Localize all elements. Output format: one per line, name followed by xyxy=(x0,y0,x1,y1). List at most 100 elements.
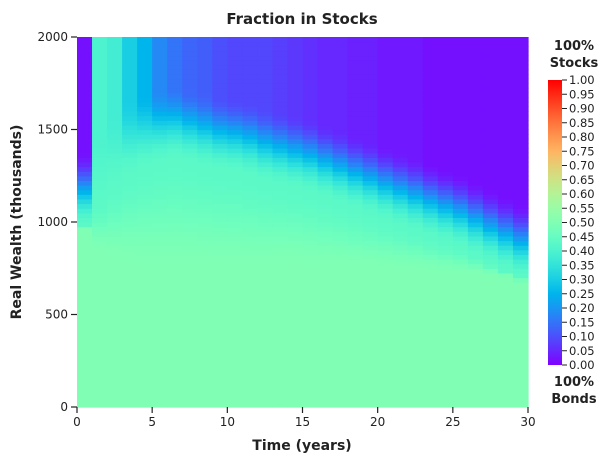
heatmap-cell xyxy=(227,305,243,311)
heatmap-cell xyxy=(362,161,379,168)
heatmap-cell xyxy=(92,111,108,117)
heatmap-cell xyxy=(437,115,454,121)
heatmap-cell xyxy=(452,374,469,380)
heatmap-cell xyxy=(392,115,409,121)
heatmap-cell xyxy=(467,175,484,181)
heatmap-cell xyxy=(497,323,514,329)
heatmap-cell xyxy=(452,115,469,121)
heatmap-cell xyxy=(272,314,289,320)
heatmap-cell xyxy=(302,212,319,218)
heatmap-cell xyxy=(92,208,108,214)
heatmap-cell xyxy=(422,83,439,89)
heatmap-cell xyxy=(122,296,138,302)
heatmap-cell xyxy=(122,55,138,61)
heatmap-cell xyxy=(77,379,93,385)
heatmap-cell xyxy=(257,231,274,237)
heatmap-cell xyxy=(377,37,394,43)
heatmap-cell xyxy=(437,41,454,47)
heatmap-cell xyxy=(197,282,213,288)
heatmap-cell xyxy=(197,208,213,214)
heatmap-cell xyxy=(332,148,349,154)
heatmap-cell xyxy=(317,60,334,66)
heatmap-cell xyxy=(437,286,454,292)
heatmap-cell xyxy=(422,291,439,297)
heatmap-cell xyxy=(77,87,93,94)
heatmap-cell xyxy=(137,254,153,260)
heatmap-cell xyxy=(152,212,168,218)
heatmap-cell xyxy=(227,328,243,334)
heatmap-cell xyxy=(422,78,439,84)
heatmap-cell xyxy=(332,111,349,117)
heatmap-cell xyxy=(467,365,484,371)
heatmap-cell xyxy=(167,291,183,297)
heatmap-cell xyxy=(407,120,424,126)
heatmap-cell xyxy=(107,120,123,126)
heatmap-cell xyxy=(152,286,168,292)
heatmap-cell xyxy=(362,351,379,357)
heatmap-cell xyxy=(347,124,364,131)
heatmap-cell xyxy=(482,226,499,232)
heatmap-cell xyxy=(497,282,514,288)
heatmap-cell xyxy=(302,78,319,84)
heatmap-cell xyxy=(392,175,409,181)
heatmap-cell xyxy=(422,300,439,306)
heatmap-cell xyxy=(227,374,243,380)
heatmap-cell xyxy=(512,360,529,366)
heatmap-cell xyxy=(122,263,138,269)
x-tick-label: 25 xyxy=(445,415,460,429)
heatmap-cell xyxy=(182,60,198,66)
heatmap-cell xyxy=(482,74,499,80)
heatmap-cell xyxy=(182,351,198,357)
heatmap-cell xyxy=(512,50,529,57)
heatmap-cell xyxy=(452,134,469,140)
heatmap-cell xyxy=(437,208,454,214)
heatmap-cell xyxy=(197,296,213,302)
heatmap-cell xyxy=(122,115,138,121)
heatmap-cell xyxy=(257,166,274,172)
heatmap-cell xyxy=(92,161,108,168)
heatmap-cell xyxy=(242,115,258,121)
heatmap-cell xyxy=(452,129,469,135)
heatmap-cell xyxy=(512,346,529,353)
heatmap-cell xyxy=(452,78,469,84)
heatmap-cell xyxy=(272,383,289,390)
heatmap-cell xyxy=(317,134,334,140)
heatmap-cell xyxy=(137,180,153,186)
heatmap-cell xyxy=(287,106,304,112)
heatmap-cell xyxy=(182,166,198,172)
heatmap-cell xyxy=(302,235,319,242)
heatmap-cell xyxy=(437,235,454,242)
heatmap-cell xyxy=(107,115,123,121)
heatmap-cell xyxy=(347,360,364,366)
heatmap-cell xyxy=(182,194,198,200)
heatmap-cell xyxy=(497,74,514,80)
heatmap-cell xyxy=(242,37,258,43)
heatmap-cell xyxy=(482,309,499,316)
heatmap-cell xyxy=(512,217,529,223)
heatmap-cell xyxy=(212,175,228,181)
heatmap-cell xyxy=(302,356,319,362)
heatmap-cell xyxy=(77,277,93,283)
heatmap-cell xyxy=(272,120,289,126)
heatmap-cell xyxy=(422,309,439,316)
heatmap-cell xyxy=(77,175,93,181)
heatmap-cell xyxy=(257,351,274,357)
heatmap-cell xyxy=(422,235,439,242)
heatmap-cell xyxy=(242,351,258,357)
heatmap-cell xyxy=(152,397,168,403)
heatmap-cell xyxy=(437,296,454,302)
heatmap-cell xyxy=(242,69,258,75)
heatmap-cell xyxy=(272,319,289,325)
heatmap-cell xyxy=(152,50,168,57)
heatmap-cell xyxy=(452,124,469,131)
heatmap-cell xyxy=(497,277,514,283)
heatmap-cell xyxy=(467,111,484,117)
heatmap-cell xyxy=(77,393,93,399)
heatmap-cell xyxy=(392,305,409,311)
heatmap-cell xyxy=(407,286,424,292)
heatmap-cell xyxy=(407,50,424,57)
colorbar-tick-label: 0.20 xyxy=(569,301,595,315)
heatmap-cell xyxy=(362,263,379,269)
heatmap-cell xyxy=(497,64,514,70)
heatmap-cell xyxy=(212,370,228,376)
